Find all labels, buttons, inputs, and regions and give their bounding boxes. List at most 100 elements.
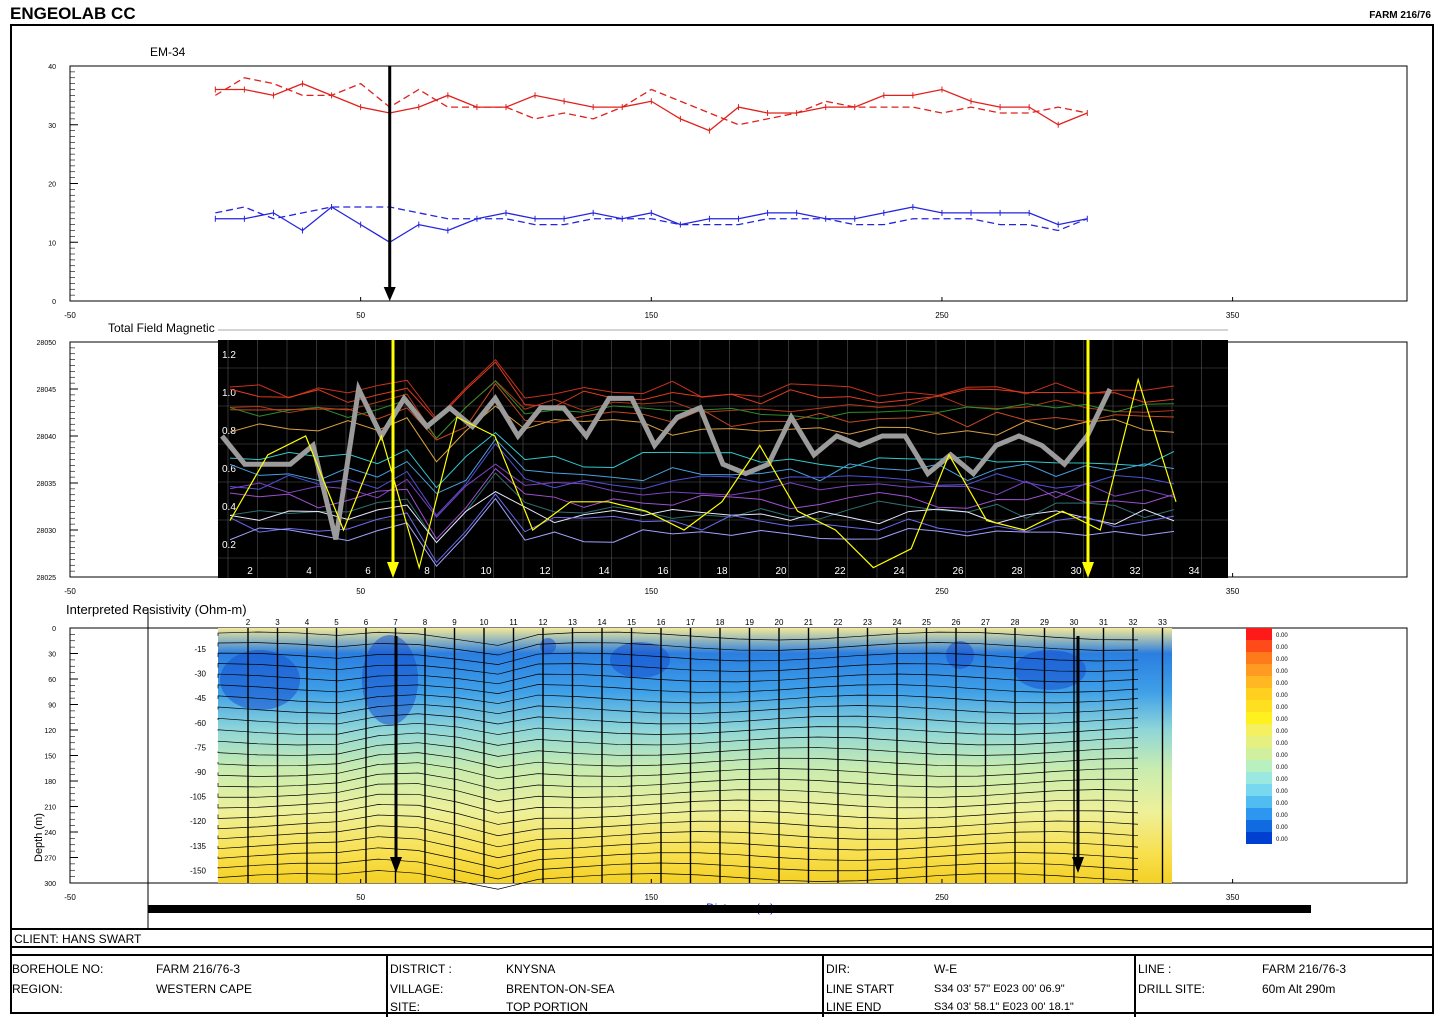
magnetic-inner-y-label: 0.6 <box>222 464 236 475</box>
magnetic-total-field-line <box>220 380 1113 540</box>
borehole-cell: BOREHOLE NO: FARM 216/76-3 REGION: WESTE… <box>10 956 388 1017</box>
resistivity-contour <box>217 870 1139 890</box>
resistivity-station-label: 30 <box>1070 618 1079 627</box>
district-cell: DISTRICT : KNYSNA VILLAGE: BRENTON-ON-SE… <box>388 956 824 1017</box>
resistivity-contour <box>217 858 1139 880</box>
magnetic-y-tick-label: 28025 <box>37 575 57 582</box>
resistivity-station-label: 2 <box>246 618 251 627</box>
resistivity-station-label: 33 <box>1158 618 1167 627</box>
legend-value: 0.00 <box>1276 705 1288 711</box>
magnetic-inner-x-label: 12 <box>539 566 551 577</box>
legend-value: 0.00 <box>1276 837 1288 843</box>
line-value: FARM 216/76-3 <box>1262 962 1347 976</box>
magnetic-profile-line <box>229 493 1175 564</box>
report-footer: CLIENT: HANS SWART BOREHOLE NO: FARM 216… <box>10 928 1434 1017</box>
resistivity-station-label: 28 <box>1011 618 1020 627</box>
magnetic-inner-x-label: 14 <box>598 566 610 577</box>
resistivity-y-tick-label: 120 <box>44 728 56 735</box>
resistivity-low-zone <box>1014 650 1086 690</box>
magnetic-inner-y-label: 1.2 <box>222 350 236 361</box>
resistivity-y-tick-label: 150 <box>44 754 56 761</box>
magnetic-x-tick-label: -50 <box>64 587 76 596</box>
resistivity-low-zone <box>946 641 974 669</box>
legend-swatch <box>1246 748 1272 760</box>
legend-swatch <box>1246 640 1272 652</box>
info-row: BOREHOLE NO: FARM 216/76-3 REGION: WESTE… <box>10 954 1434 1017</box>
legend-swatch <box>1246 712 1272 724</box>
resistivity-inner-depth-label: -150 <box>190 866 207 875</box>
region-value: WESTERN CAPE <box>156 982 253 996</box>
magnetic-inner-x-label: 6 <box>365 566 371 577</box>
legend-value: 0.00 <box>1276 801 1288 807</box>
resistivity-station-label: 22 <box>834 618 843 627</box>
resistivity-station-label: 19 <box>745 618 754 627</box>
client-row: CLIENT: HANS SWART <box>10 928 1434 948</box>
magnetic-inner-x-label: 4 <box>306 566 312 577</box>
legend-swatch <box>1246 832 1272 844</box>
resistivity-contour <box>217 825 1139 848</box>
magnetic-profile-line <box>229 361 1175 422</box>
magnetic-inner-y-label: 0.2 <box>222 540 236 551</box>
magnetic-y-tick-label: 28040 <box>37 434 57 441</box>
line-start-label: LINE START <box>826 982 895 996</box>
em34-y-tick-label: 20 <box>48 182 56 189</box>
drill-site-label: DRILL SITE: <box>1138 982 1205 996</box>
report-sheet <box>10 24 1434 1014</box>
resistivity-contour <box>217 762 1139 780</box>
scale-bar <box>148 905 1311 913</box>
line-start-value: S34 03' 57" E023 00' 06.9" <box>934 983 1065 995</box>
magnetic-inner-x-label: 24 <box>893 566 905 577</box>
resistivity-legend: 0.00 0.00 0.00 0.00 0.00 0.00 0.00 0.00 0.00 0.00… <box>1246 628 1288 844</box>
legend-value: 0.00 <box>1276 777 1288 783</box>
legend-swatch <box>1246 820 1272 832</box>
resistivity-y-tick-label: 0 <box>52 626 56 633</box>
resistivity-station-label: 9 <box>452 618 457 627</box>
magnetic-marker-arrowhead <box>1082 562 1094 578</box>
magnetic-inner-x-label: 30 <box>1070 566 1082 577</box>
legend-swatch <box>1246 652 1272 664</box>
resistivity-station-label: 21 <box>804 618 813 627</box>
resistivity-y-tick-label: 180 <box>44 779 56 786</box>
resistivity-x-tick-label: 50 <box>356 893 365 902</box>
village-label: VILLAGE: <box>390 982 444 996</box>
resistivity-marker-arrowhead <box>1072 857 1084 873</box>
resistivity-contour <box>217 752 1139 768</box>
line-label: LINE : <box>1138 962 1172 976</box>
resistivity-inner-depth-label: -135 <box>190 842 207 851</box>
em34-y-tick-label: 40 <box>48 64 56 71</box>
resistivity-x-tick-label: -50 <box>64 893 76 902</box>
magnetic-series: 0.20.40.60.81.01.22 4 6 8 10 12 14 16 18 20 22 24 26… <box>218 329 1228 578</box>
site-label: SITE: <box>390 1000 421 1014</box>
magnetic-inner-x-label: 26 <box>952 566 964 577</box>
magnetic-y-tick-label: 28035 <box>37 481 57 488</box>
village-value: BRENTON-ON-SEA <box>506 982 615 996</box>
em34-series-line-red-dash <box>214 77 1088 126</box>
resistivity-section: 2 3 4 5 6 7 8 9 10 11 12 13 14 15 16 17 18 19 20 21 22 23 24 25… <box>190 618 1172 890</box>
resistivity-contour <box>217 694 1139 704</box>
line-cell: LINE : FARM 216/76-3 DRILL SITE: 60m Alt… <box>1136 956 1434 1017</box>
resistivity-station-label: 29 <box>1040 618 1049 627</box>
magnetic-profile-line <box>229 431 1175 489</box>
magnetic-profile-line <box>229 442 1175 517</box>
resistivity-station-label: 16 <box>657 618 666 627</box>
em34-x-tick-label: -50 <box>64 311 76 320</box>
magnetic-y-tick-label: 28030 <box>37 528 57 535</box>
legend-value: 0.00 <box>1276 789 1288 795</box>
em34-y-tick-label: 30 <box>48 123 56 130</box>
resistivity-y-tick-label: 30 <box>48 652 56 659</box>
resistivity-y-tick-label: 210 <box>44 805 56 812</box>
resistivity-contour <box>217 732 1139 746</box>
em34-y-tick-label: 0 <box>52 299 56 306</box>
line-end-label: LINE END <box>826 1000 882 1014</box>
resistivity-y-tick-label: 300 <box>44 881 56 888</box>
site-value: TOP PORTION <box>506 1000 589 1014</box>
region-label: REGION: <box>12 982 63 996</box>
em34-plot-frame <box>69 65 1408 302</box>
district-label: DISTRICT : <box>390 962 452 976</box>
farm-title: FARM 216/76 <box>1369 10 1431 21</box>
resistivity-contour <box>217 663 1139 675</box>
resistivity-low-zone <box>220 650 300 710</box>
resistivity-station-label: 18 <box>716 618 725 627</box>
magnetic-inner-x-label: 18 <box>716 566 728 577</box>
resistivity-station-label: 17 <box>686 618 695 627</box>
